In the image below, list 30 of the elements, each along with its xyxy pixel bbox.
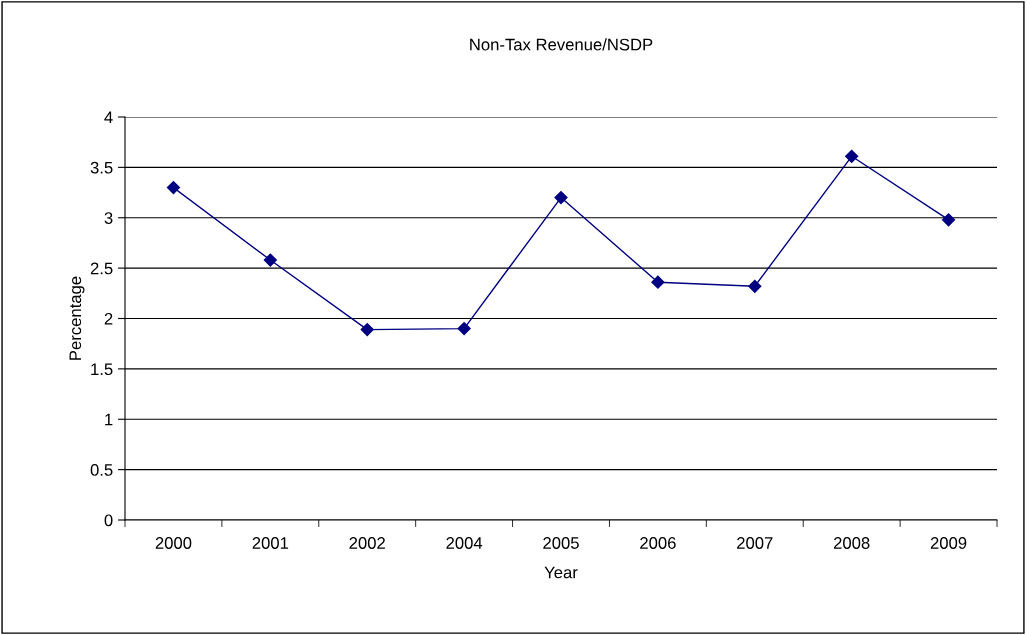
- point: [457, 321, 471, 336]
- y-tick-label: 1.5: [91, 363, 113, 376]
- y-axis-title: Percentage: [69, 276, 85, 360]
- point: [748, 279, 762, 293]
- y-tick-label: 0: [104, 514, 113, 527]
- point: [651, 275, 665, 289]
- point: [263, 253, 277, 267]
- y-tick-label: 0.5: [90, 464, 113, 476]
- y-tick-label: 3.5: [90, 161, 113, 174]
- y-tick-label: 2.5: [90, 262, 113, 275]
- point: [554, 191, 568, 205]
- x-tick-label: 2007: [737, 537, 773, 549]
- point: [166, 180, 181, 195]
- point: [360, 322, 374, 337]
- x-tick-label: 2009: [930, 537, 967, 549]
- x-tick-label: 2000: [155, 537, 192, 549]
- y-tick-label: 1: [105, 413, 113, 426]
- point: [941, 213, 956, 227]
- x-tick-label: 2001: [252, 537, 289, 549]
- chart-title: Non-Tax Revenue/NSDP: [470, 38, 653, 51]
- point: [845, 149, 859, 163]
- x-tick-label: 2005: [543, 537, 579, 549]
- x-tick-label: 2002: [349, 537, 385, 549]
- x-tick-label: 2006: [640, 537, 676, 549]
- x-axis-title: Year: [544, 566, 578, 579]
- x-tick-label: 2008: [833, 537, 870, 549]
- x-tick-label: 2004: [446, 537, 483, 549]
- y-tick-label: 3: [104, 212, 113, 224]
- y-tick-label: 2: [104, 312, 113, 325]
- y-tick-label: 4: [104, 111, 113, 124]
